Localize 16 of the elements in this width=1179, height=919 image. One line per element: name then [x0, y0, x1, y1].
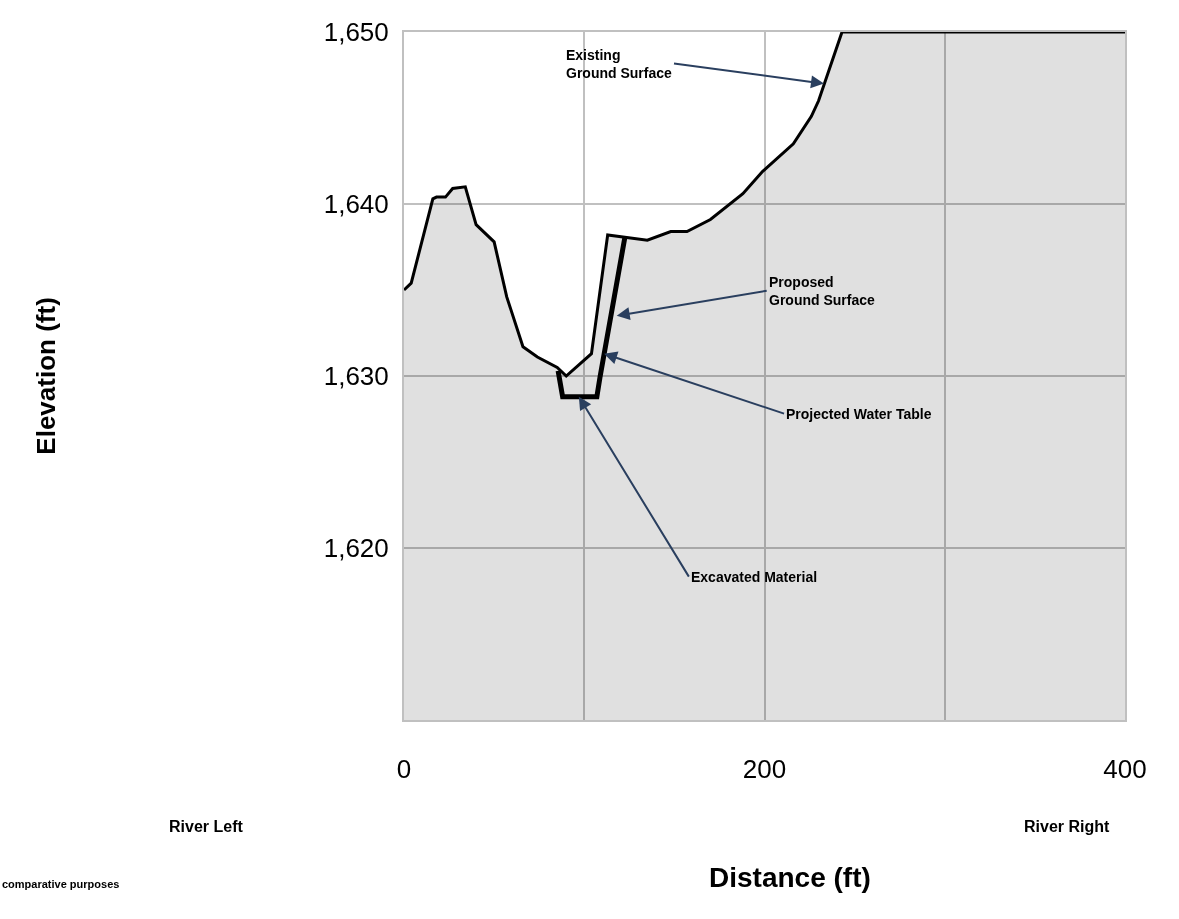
y-tick-label: 1,630 — [323, 361, 389, 392]
text: comparative purposes — [2, 878, 120, 890]
annotation: Projected Water Table — [786, 406, 932, 422]
x-axis-title: Distance (ft) — [709, 862, 871, 893]
text: Elevation (ft) — [30, 297, 61, 455]
y-tick-label: 1,650 — [323, 17, 389, 48]
text: River Right — [1024, 818, 1111, 835]
annotation: Proposed Ground Surface — [769, 274, 876, 309]
annotation: Existing Ground Surface — [566, 47, 673, 82]
y-tick-label: 1,620 — [323, 533, 389, 564]
annotation: Excavated Material — [691, 569, 818, 585]
y-tick-label: 1,640 — [323, 189, 389, 220]
x-tick-label: 0 — [396, 754, 412, 785]
text: River Left — [169, 818, 244, 835]
x-tick-label: 200 — [742, 754, 787, 785]
x-tick-label: 400 — [1103, 754, 1147, 785]
